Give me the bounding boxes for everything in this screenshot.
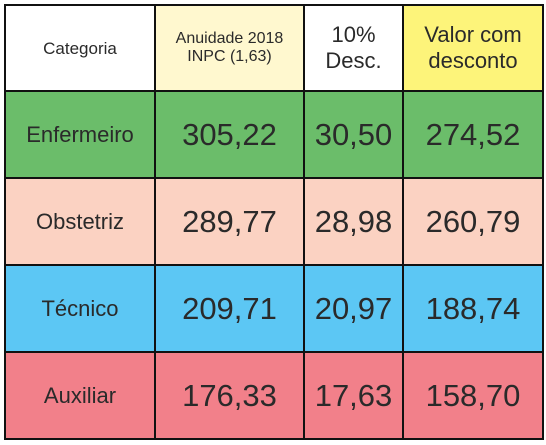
desconto-cell: 20,97	[303, 264, 404, 353]
header-categoria: Categoria	[4, 4, 156, 92]
table-row: Auxiliar 176,33 17,63 158,70	[4, 351, 544, 440]
anuidade-cell: 289,77	[154, 177, 305, 266]
header-anuidade-line1: Anuidade 2018	[175, 30, 284, 47]
valor-cell: 260,79	[402, 177, 544, 266]
category-cell: Auxiliar	[4, 351, 156, 440]
header-anuidade: Anuidade 2018 INPC (1,63)	[154, 4, 305, 92]
table-row: Enfermeiro 305,22 30,50 274,52	[4, 90, 544, 179]
header-valor-line1: Valor com	[424, 22, 522, 47]
price-table-container: Categoria Anuidade 2018 INPC (1,63) 10% …	[4, 4, 544, 440]
header-valor-line2: desconto	[428, 48, 518, 73]
header-categoria-text: Categoria	[43, 38, 117, 58]
annuity-price-table: Categoria Anuidade 2018 INPC (1,63) 10% …	[4, 4, 544, 440]
category-cell: Obstetriz	[4, 177, 156, 266]
desconto-cell: 17,63	[303, 351, 404, 440]
header-row: Categoria Anuidade 2018 INPC (1,63) 10% …	[4, 4, 544, 92]
desconto-cell: 30,50	[303, 90, 404, 179]
table-row: Técnico 209,71 20,97 188,74	[4, 264, 544, 353]
anuidade-cell: 209,71	[154, 264, 305, 353]
anuidade-cell: 176,33	[154, 351, 305, 440]
header-anuidade-line2: INPC (1,63)	[187, 48, 272, 65]
valor-cell: 188,74	[402, 264, 544, 353]
valor-cell: 158,70	[402, 351, 544, 440]
table-row: Obstetriz 289,77 28,98 260,79	[4, 177, 544, 266]
desconto-cell: 28,98	[303, 177, 404, 266]
header-desconto: 10% Desc.	[303, 4, 404, 92]
category-cell: Enfermeiro	[4, 90, 156, 179]
header-valor: Valor com desconto	[402, 4, 544, 92]
header-desconto-line2: Desc.	[325, 48, 382, 73]
category-cell: Técnico	[4, 264, 156, 353]
header-desconto-line1: 10%	[331, 22, 376, 47]
anuidade-cell: 305,22	[154, 90, 305, 179]
valor-cell: 274,52	[402, 90, 544, 179]
